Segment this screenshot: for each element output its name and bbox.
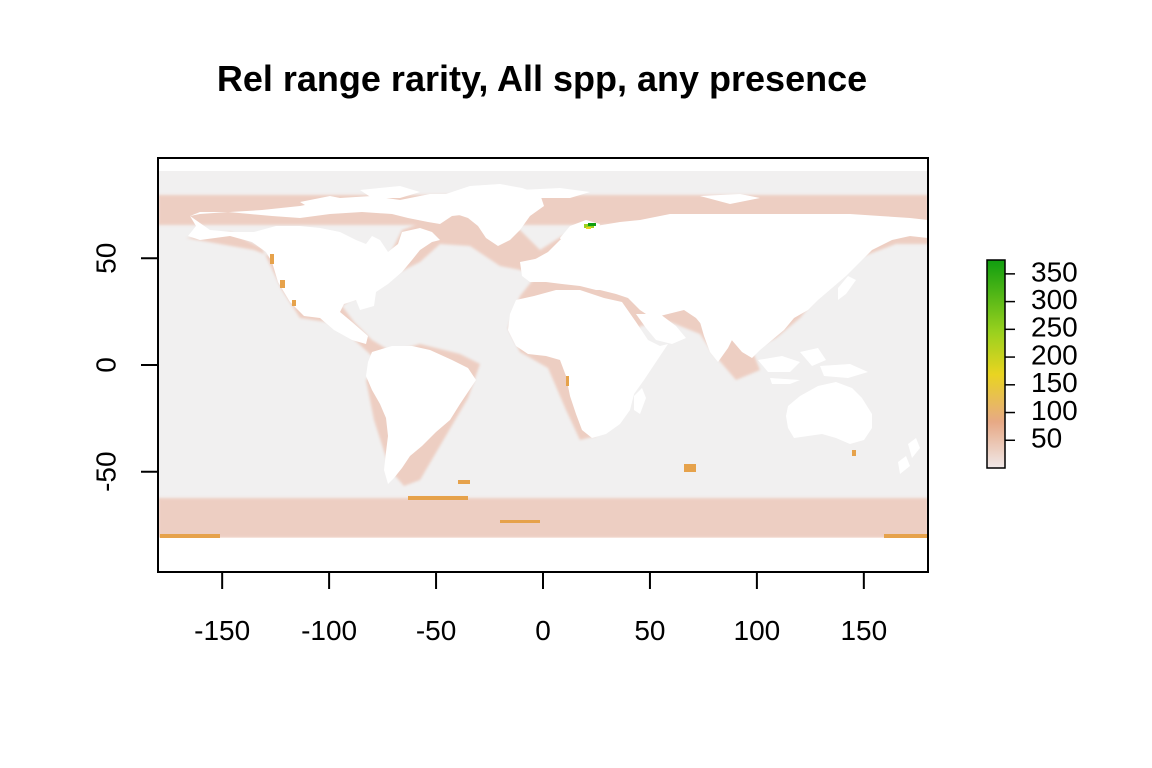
land-arctic-islands	[300, 186, 760, 208]
x-tick-label: -150	[194, 615, 250, 646]
legend-tick-label: 150	[1031, 367, 1078, 398]
land-africa	[508, 290, 668, 438]
land-japan	[838, 276, 856, 300]
land-australia	[786, 382, 872, 444]
x-tick-label: -100	[301, 615, 357, 646]
legend-tick-label: 50	[1031, 423, 1062, 454]
land-eurasia	[530, 214, 928, 358]
x-tick-label: -50	[416, 615, 456, 646]
y-axis: -50 0 50	[90, 243, 159, 492]
y-tick-label: 0	[90, 357, 121, 373]
land-india	[700, 320, 736, 362]
y-tick-label: 50	[90, 243, 121, 274]
map-area	[158, 158, 928, 572]
land-southeast-asia	[758, 348, 868, 384]
land-madagascar	[634, 388, 646, 414]
land-greenland	[440, 184, 544, 246]
land-new-zealand	[898, 438, 920, 474]
land-europe	[520, 258, 628, 290]
land-masses	[158, 184, 928, 548]
land-south-america	[366, 346, 476, 484]
legend-colorbar	[986, 259, 1006, 469]
land-antarctica	[158, 538, 928, 548]
plot-title: Rel range rarity, All spp, any presence	[216, 58, 868, 99]
land-arabia	[636, 314, 686, 344]
legend-tick-label: 100	[1031, 395, 1078, 426]
legend-tick-label: 250	[1031, 312, 1078, 343]
x-tick-label: 0	[535, 615, 551, 646]
x-tick-label: 100	[734, 615, 781, 646]
no-data-band-north	[158, 158, 928, 171]
land-north-america	[188, 194, 500, 344]
hotspots-green	[584, 223, 596, 229]
x-tick-label: 50	[634, 615, 665, 646]
x-tick-label: 150	[840, 615, 887, 646]
x-axis: -150 -100 -50 0 50 100 150	[194, 571, 887, 646]
legend-tick-label: 300	[1031, 284, 1078, 315]
legend-tick-label: 350	[1031, 256, 1078, 287]
y-tick-label: -50	[90, 451, 121, 491]
hotspots-orange	[160, 254, 928, 538]
legend-tick-label: 200	[1031, 339, 1078, 370]
